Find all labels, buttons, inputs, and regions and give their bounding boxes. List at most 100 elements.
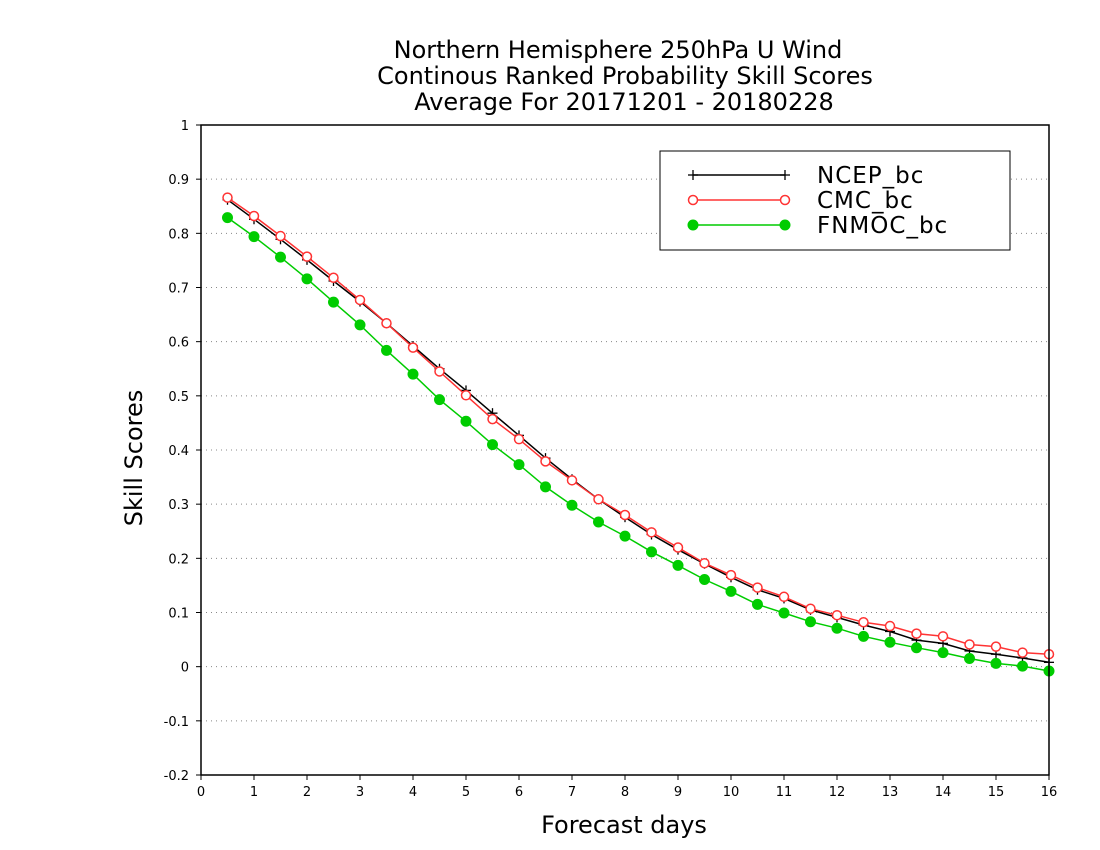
x-tick-label: 13 [882, 785, 899, 800]
data-point-cmc-bc [805, 603, 816, 614]
data-point-fnmoc-bc [513, 459, 525, 471]
y-tick-label: 0.2 [168, 552, 189, 567]
x-tick-label: 4 [409, 785, 417, 800]
data-point-cmc-bc [487, 413, 498, 425]
y-tick-label: 0.6 [168, 336, 189, 351]
grid-lines [201, 178, 1049, 722]
data-point-fnmoc-bc [354, 319, 366, 331]
y-tick-label: 0.8 [168, 227, 189, 242]
x-tick-label: 9 [674, 785, 682, 800]
chart-title-line-1: Northern Hemisphere 250hPa U Wind [394, 36, 843, 64]
data-point-cmc-bc [1017, 647, 1028, 658]
x-tick-label: 14 [935, 785, 952, 800]
data-point-cmc-bc [646, 527, 657, 538]
data-point-cmc-bc [301, 251, 313, 262]
data-point-fnmoc-bc [911, 642, 922, 654]
x-tick-label: 8 [621, 785, 629, 800]
data-point-fnmoc-bc [831, 622, 843, 634]
y-tick-label: 0 [181, 661, 189, 676]
data-point-cmc-bc [858, 617, 869, 628]
data-point-fnmoc-bc [619, 530, 631, 542]
data-point-cmc-bc [513, 433, 525, 445]
data-point-fnmoc-bc [778, 607, 790, 619]
data-point-fnmoc-bc [937, 647, 949, 659]
data-point-fnmoc-bc [566, 499, 578, 511]
data-point-cmc-bc [328, 272, 339, 283]
y-tick-label: 0.7 [168, 282, 189, 297]
x-tick-label: 11 [776, 785, 793, 800]
x-axis-title: Forecast days [541, 811, 707, 839]
legend-marker-ncep-bc [688, 170, 698, 180]
data-point-cmc-bc [566, 475, 578, 486]
data-point-fnmoc-bc [540, 481, 551, 493]
data-point-fnmoc-bc [301, 273, 313, 285]
data-point-fnmoc-bc [699, 573, 710, 585]
legend-entry-fnmoc-bc: FNMOC_bc [687, 213, 948, 239]
legend-marker-ncep-bc [780, 170, 790, 180]
data-point-cmc-bc [778, 591, 790, 603]
x-tick-label: 15 [988, 785, 1005, 800]
data-point-cmc-bc [354, 294, 366, 306]
data-point-fnmoc-bc [964, 653, 975, 665]
data-point-cmc-bc [831, 609, 843, 621]
series-ncep-bc [222, 194, 1054, 668]
data-point-fnmoc-bc [990, 657, 1002, 669]
data-point-fnmoc-bc [646, 546, 657, 558]
series-cmc-bc [222, 192, 1055, 660]
chart-title: Northern Hemisphere 250hPa U Wind Contin… [377, 36, 873, 116]
data-point-fnmoc-bc [407, 368, 419, 380]
y-tick-label: 0.4 [168, 444, 189, 459]
data-point-fnmoc-bc [752, 598, 763, 610]
y-axis-title: Skill Scores [120, 390, 148, 527]
x-tick-label: 16 [1041, 785, 1058, 800]
x-tick-label: 10 [723, 785, 740, 800]
x-tick-label: 1 [250, 785, 258, 800]
legend-label-cmc-bc: CMC_bc [817, 188, 914, 214]
data-point-cmc-bc [884, 620, 896, 632]
y-tick-label: 0.5 [168, 390, 189, 405]
axis-ticks: -0.2-0.100.10.20.30.40.50.60.70.80.910 1 2… [164, 119, 1058, 800]
series-line-cmc-bc [227, 196, 1050, 655]
data-point-fnmoc-bc [381, 344, 392, 356]
chart-title-line-3: Average For 20171201 - 20180228 [414, 88, 834, 116]
data-point-cmc-bc [619, 509, 631, 521]
legend-marker-cmc-bc [687, 194, 699, 206]
legend-marker-fnmoc-bc [687, 219, 699, 231]
data-point-fnmoc-bc [805, 616, 816, 628]
legend-entry-cmc-bc: CMC_bc [687, 188, 914, 214]
x-tick-label: 6 [515, 785, 523, 800]
data-point-fnmoc-bc [460, 415, 472, 427]
data-point-cmc-bc [222, 192, 233, 203]
data-point-cmc-bc [460, 390, 472, 401]
data-point-fnmoc-bc [434, 394, 445, 406]
data-point-cmc-bc [672, 542, 684, 553]
plot-frame [200, 124, 1050, 776]
data-point-cmc-bc [752, 582, 763, 593]
data-point-cmc-bc [964, 639, 975, 650]
legend-marker-fnmoc-bc [779, 219, 791, 231]
series-line-ncep-bc [227, 199, 1050, 664]
data-point-fnmoc-bc [858, 630, 869, 642]
data-point-fnmoc-bc [275, 251, 286, 263]
data-point-fnmoc-bc [222, 212, 233, 224]
data-point-fnmoc-bc [487, 439, 498, 451]
series-group [222, 192, 1055, 677]
data-point-cmc-bc [381, 318, 392, 329]
legend-label-ncep-bc: NCEP_bc [817, 163, 924, 189]
x-tick-label: 0 [197, 785, 205, 800]
data-point-fnmoc-bc [725, 585, 737, 597]
y-tick-label: 0.3 [168, 498, 189, 513]
x-tick-label: 12 [829, 785, 846, 800]
data-point-cmc-bc [540, 456, 551, 467]
data-point-cmc-bc [275, 230, 286, 242]
x-tick-label: 5 [462, 785, 470, 800]
data-point-fnmoc-bc [248, 231, 260, 243]
data-point-fnmoc-bc [328, 296, 339, 308]
legend-label-fnmoc-bc: FNMOC_bc [817, 213, 948, 239]
data-point-fnmoc-bc [1017, 660, 1028, 672]
data-point-cmc-bc [593, 494, 604, 505]
data-point-fnmoc-bc [593, 516, 604, 528]
data-point-cmc-bc [248, 210, 260, 222]
